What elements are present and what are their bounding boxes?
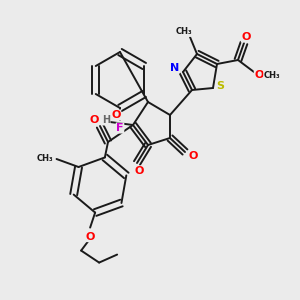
Text: S: S: [216, 81, 224, 91]
Text: O: O: [111, 110, 121, 120]
Text: F: F: [116, 123, 124, 133]
Text: O: O: [241, 32, 251, 42]
Text: N: N: [170, 63, 180, 73]
Text: O: O: [134, 166, 144, 176]
Text: CH₃: CH₃: [264, 70, 280, 80]
Text: O: O: [85, 232, 95, 242]
Text: O: O: [89, 115, 99, 125]
Text: CH₃: CH₃: [176, 28, 192, 37]
Text: H: H: [102, 115, 110, 125]
Text: O: O: [254, 70, 264, 80]
Text: O: O: [188, 151, 198, 161]
Text: CH₃: CH₃: [36, 154, 53, 163]
